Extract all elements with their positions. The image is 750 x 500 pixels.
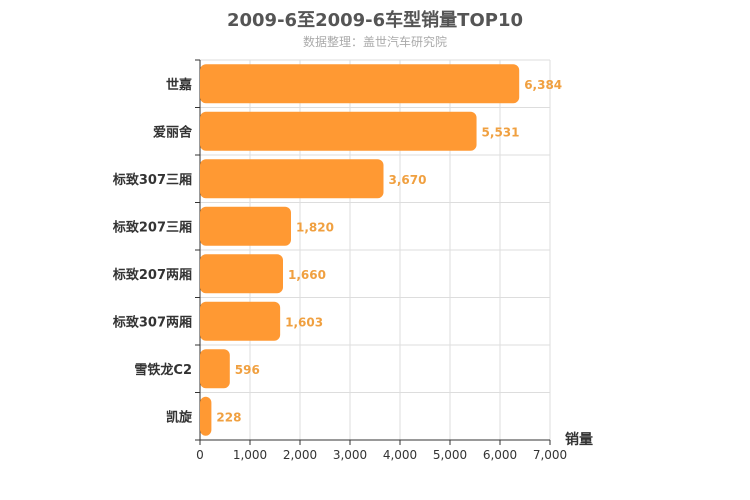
x-tick-label: 7,000 xyxy=(533,448,567,462)
value-label: 596 xyxy=(235,363,260,377)
value-label: 5,531 xyxy=(482,125,520,139)
x-tick-label: 4,000 xyxy=(383,448,417,462)
category-label: 标致207三厢 xyxy=(112,219,192,235)
x-tick-label: 3,000 xyxy=(333,448,367,462)
bar xyxy=(200,64,520,104)
bar xyxy=(200,206,291,246)
bar xyxy=(200,396,212,436)
x-axis-title: 销量 xyxy=(565,431,593,448)
category-label: 标致307三厢 xyxy=(112,172,192,188)
value-label: 1,820 xyxy=(296,220,334,234)
bar xyxy=(200,111,477,151)
bar xyxy=(200,254,283,294)
value-label: 1,603 xyxy=(285,315,323,329)
bar xyxy=(200,159,384,199)
x-tick-label: 1,000 xyxy=(233,448,267,462)
bar xyxy=(200,349,230,389)
chart-subtitle: 数据整理：盖世汽车研究院 xyxy=(302,35,447,49)
x-tick-label: 0 xyxy=(196,448,204,462)
category-label: 标致207两厢 xyxy=(112,267,192,283)
category-label: 凯旋 xyxy=(166,409,193,425)
x-tick-label: 5,000 xyxy=(433,448,467,462)
value-label: 3,670 xyxy=(389,173,427,187)
category-label: 爱丽舍 xyxy=(153,124,193,140)
value-label: 228 xyxy=(216,410,241,424)
category-label: 世嘉 xyxy=(166,77,192,93)
chart-title: 2009-6至2009-6车型销量TOP10 xyxy=(226,10,523,31)
value-label: 6,384 xyxy=(524,78,562,92)
bar xyxy=(200,301,281,341)
value-label: 1,660 xyxy=(288,268,326,282)
x-tick-label: 6,000 xyxy=(483,448,517,462)
category-label: 雪铁龙C2 xyxy=(134,362,192,378)
x-tick-label: 2,000 xyxy=(283,448,317,462)
category-label: 标致307两厢 xyxy=(112,314,192,330)
